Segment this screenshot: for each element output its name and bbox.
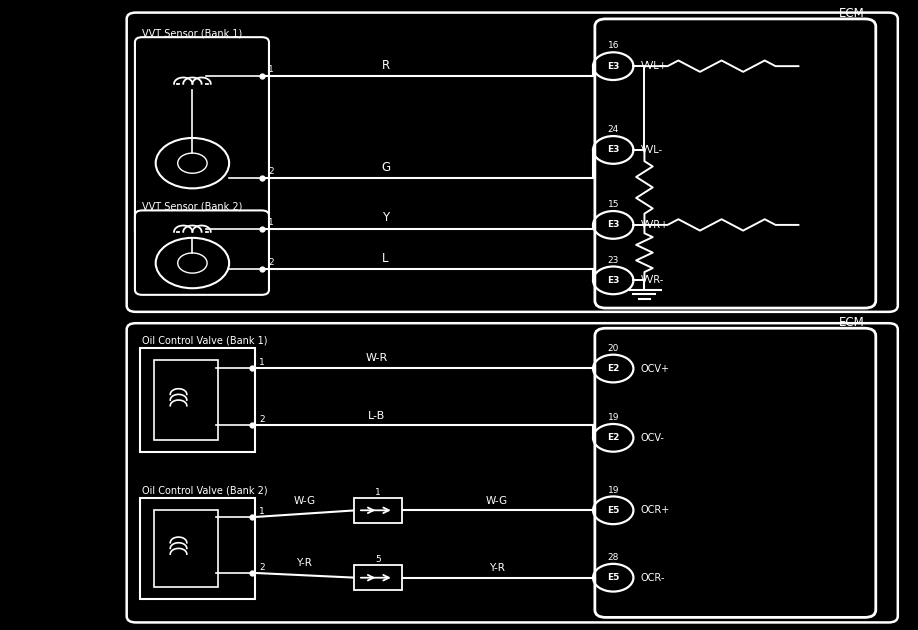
- Text: 28: 28: [608, 553, 619, 562]
- Text: G: G: [381, 161, 390, 174]
- Text: Oil Control Valve (Bank 2): Oil Control Valve (Bank 2): [142, 486, 268, 496]
- Text: 2: 2: [259, 415, 264, 424]
- Text: VVL-: VVL-: [641, 145, 663, 155]
- Text: VVT Sensor (Bank 2): VVT Sensor (Bank 2): [142, 202, 242, 212]
- Text: VVR-: VVR-: [641, 275, 664, 285]
- Text: Y: Y: [382, 212, 389, 224]
- Text: R: R: [382, 59, 389, 72]
- Text: EA4: EA4: [370, 506, 386, 515]
- Text: E2: E2: [607, 433, 620, 442]
- FancyBboxPatch shape: [127, 13, 898, 312]
- Text: 5: 5: [375, 556, 381, 564]
- Text: E3: E3: [607, 220, 620, 229]
- Text: E3: E3: [607, 146, 620, 154]
- Text: Y-R: Y-R: [297, 558, 312, 568]
- Text: 15: 15: [608, 200, 619, 209]
- Text: Y-R: Y-R: [488, 563, 505, 573]
- Text: 20: 20: [608, 344, 619, 353]
- Text: ECM: ECM: [839, 7, 865, 20]
- Text: W-G: W-G: [486, 496, 508, 506]
- FancyBboxPatch shape: [595, 328, 876, 617]
- Text: W-G: W-G: [293, 496, 316, 506]
- Text: W-R: W-R: [365, 353, 387, 364]
- FancyBboxPatch shape: [354, 498, 402, 523]
- Text: 1: 1: [375, 488, 381, 497]
- Text: EA4: EA4: [370, 573, 386, 582]
- FancyBboxPatch shape: [595, 19, 876, 308]
- Text: E3: E3: [607, 62, 620, 71]
- FancyBboxPatch shape: [140, 348, 255, 452]
- Text: 1: 1: [268, 66, 274, 74]
- Text: E5: E5: [607, 506, 620, 515]
- Text: 2: 2: [259, 563, 264, 571]
- Text: 1: 1: [259, 507, 264, 516]
- Text: 16: 16: [608, 42, 619, 50]
- Text: Oil Control Valve (Bank 1): Oil Control Valve (Bank 1): [142, 336, 268, 346]
- Text: 19: 19: [608, 486, 619, 495]
- Text: 2: 2: [268, 258, 274, 267]
- Text: OCR+: OCR+: [641, 505, 670, 515]
- Text: 1: 1: [259, 358, 264, 367]
- Text: VVL+: VVL+: [641, 61, 667, 71]
- Text: VVR+: VVR+: [641, 220, 669, 230]
- Text: VVT Sensor (Bank 1): VVT Sensor (Bank 1): [142, 28, 242, 38]
- Text: 24: 24: [608, 125, 619, 134]
- FancyBboxPatch shape: [135, 37, 269, 236]
- Text: 19: 19: [608, 413, 619, 422]
- FancyBboxPatch shape: [153, 510, 218, 587]
- Text: E5: E5: [607, 573, 620, 582]
- Text: 23: 23: [608, 256, 619, 265]
- Text: ECM: ECM: [839, 316, 865, 329]
- Text: L: L: [382, 251, 389, 265]
- Text: 1: 1: [268, 218, 274, 227]
- Text: 2: 2: [268, 168, 274, 176]
- FancyBboxPatch shape: [354, 565, 402, 590]
- FancyBboxPatch shape: [127, 323, 898, 622]
- Text: L-B: L-B: [368, 411, 385, 421]
- Text: E3: E3: [607, 276, 620, 285]
- Text: OCR-: OCR-: [641, 573, 666, 583]
- Text: OCV-: OCV-: [641, 433, 665, 443]
- FancyBboxPatch shape: [135, 210, 269, 295]
- FancyBboxPatch shape: [153, 360, 218, 440]
- FancyBboxPatch shape: [140, 498, 255, 599]
- Text: E2: E2: [607, 364, 620, 373]
- Text: OCV+: OCV+: [641, 364, 670, 374]
